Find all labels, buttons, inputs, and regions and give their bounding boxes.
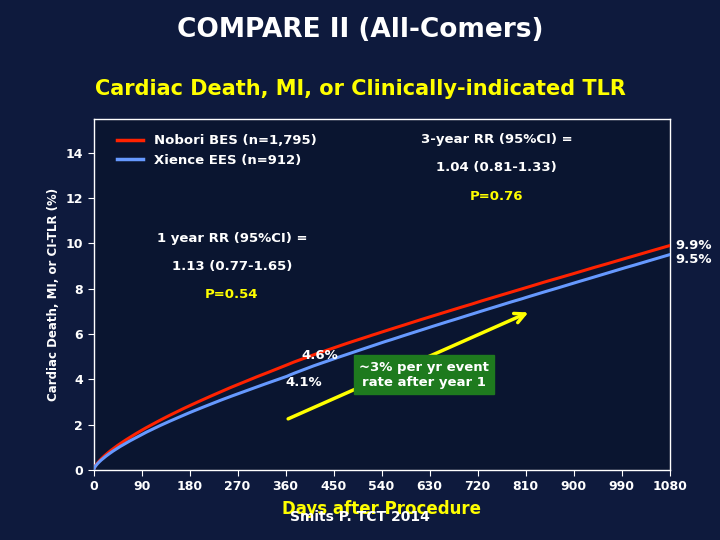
Text: 4.1%: 4.1% xyxy=(286,376,323,389)
Text: Cardiac Death, MI, or Clinically-indicated TLR: Cardiac Death, MI, or Clinically-indicat… xyxy=(94,78,626,99)
Text: 1.04 (0.81-1.33): 1.04 (0.81-1.33) xyxy=(436,161,557,174)
Text: 1 year RR (95%CI) =: 1 year RR (95%CI) = xyxy=(156,232,307,245)
X-axis label: Days after Procedure: Days after Procedure xyxy=(282,500,481,518)
Legend: Nobori BES (n=1,795), Xience EES (n=912): Nobori BES (n=1,795), Xience EES (n=912) xyxy=(112,129,322,172)
Text: 4.6%: 4.6% xyxy=(302,349,338,362)
Text: ~3% per yr event
rate after year 1: ~3% per yr event rate after year 1 xyxy=(359,361,489,389)
Text: 1.13 (0.77-1.65): 1.13 (0.77-1.65) xyxy=(171,260,292,273)
Text: 9.9%: 9.9% xyxy=(675,239,711,252)
Text: P=0.54: P=0.54 xyxy=(205,288,258,301)
Text: Smits P. TCT 2014: Smits P. TCT 2014 xyxy=(290,510,430,524)
Text: COMPARE II (All-Comers): COMPARE II (All-Comers) xyxy=(176,17,544,43)
Y-axis label: Cardiac Death, MI, or CI-TLR (%): Cardiac Death, MI, or CI-TLR (%) xyxy=(47,188,60,401)
Text: P=0.76: P=0.76 xyxy=(470,190,523,202)
Text: 3-year RR (95%CI) =: 3-year RR (95%CI) = xyxy=(421,133,572,146)
Text: 9.5%: 9.5% xyxy=(675,253,711,266)
